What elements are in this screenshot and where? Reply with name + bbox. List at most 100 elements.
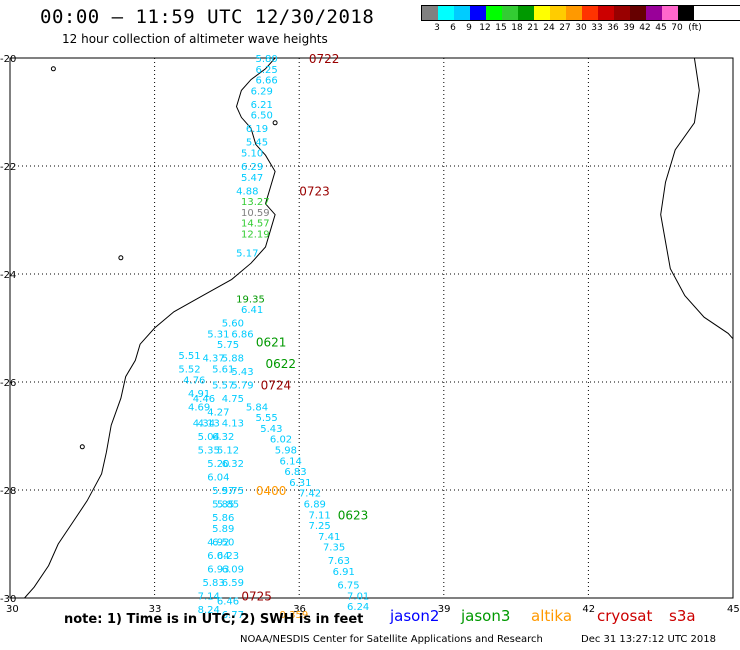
x-tick-label: 42 — [582, 604, 595, 615]
wave-height-label: 6.93 — [207, 564, 229, 575]
pass-time-label: 0723 — [299, 184, 330, 198]
colorbar-swatch — [662, 6, 678, 20]
wave-height-label: 6.77 — [222, 610, 244, 621]
page-title: 00:00 – 11:59 UTC 12/30/2018 — [40, 6, 375, 28]
wave-height-label: 4.76 — [183, 375, 205, 386]
africa-coastline — [24, 57, 276, 599]
pass-time-label: 0722 — [309, 52, 340, 66]
wave-height-label: 5.31 — [207, 329, 229, 340]
colorbar-swatch — [502, 6, 518, 20]
wave-height-label: 6.46 — [217, 597, 239, 608]
wave-height-label: 5.43 — [260, 424, 282, 435]
map-border — [9, 57, 734, 599]
wave-height-label: 8.24 — [198, 605, 220, 616]
colorbar-swatch — [630, 6, 646, 20]
wave-height-label: 6.09 — [222, 564, 244, 575]
timestamp-text: Dec 31 13:27:12 UTC 2018 — [581, 634, 716, 645]
colorbar-label: 6 — [450, 23, 456, 33]
colorbar-swatch — [646, 6, 662, 20]
wave-height-label: 5.57 — [212, 381, 234, 392]
wave-height-label: 19.35 — [236, 294, 265, 305]
wave-height-label: 5.35 — [198, 446, 220, 457]
colorbar-swatch — [438, 6, 454, 20]
wave-height-label: 5.84 — [246, 402, 268, 413]
island-outline — [118, 255, 124, 261]
island-outline — [79, 444, 85, 450]
wave-height-label: 7.35 — [323, 543, 345, 554]
wave-height-label: 5.83 — [202, 578, 224, 589]
colorbar: 3 6 9 12 15 18 21 24 27 30 33 36 39 42 45 70 (ft) — [421, 5, 740, 33]
wave-height-label: 5.75 — [217, 340, 239, 351]
credit-text: NOAA/NESDIS Center for Satellite Applica… — [240, 634, 543, 645]
legend-altika: altika — [531, 607, 573, 625]
colorbar-swatch — [678, 6, 694, 20]
x-tick-label: 39 — [438, 604, 451, 615]
y-tick-label: -28 — [0, 486, 16, 497]
colorbar-label: 15 — [495, 23, 507, 33]
wave-height-label: 5.88 — [222, 354, 244, 365]
wave-height-label: 5.98 — [275, 446, 297, 457]
wave-height-label: 14.57 — [241, 219, 270, 230]
wave-height-label: 4.37 — [202, 354, 224, 365]
wave-height-label: 4.13 — [198, 419, 220, 430]
wave-height-label: 12.19 — [241, 230, 270, 241]
wave-height-label: 5.20 — [207, 459, 229, 470]
wave-height-label: 6.24 — [347, 602, 369, 613]
wave-height-label: 4.46 — [193, 394, 215, 405]
wave-height-label: 5.89 — [212, 524, 234, 535]
wave-height-label: 7.25 — [308, 521, 330, 532]
wave-height-label: 5.04 — [198, 432, 220, 443]
y-tick-label: -26 — [0, 378, 16, 389]
wave-height-label: 6.59 — [222, 578, 244, 589]
colorbar-label: 30 — [575, 23, 587, 33]
wave-height-label: 5.12 — [217, 446, 239, 457]
wave-height-label: 0.359 — [280, 610, 309, 621]
colorbar-swatch — [582, 6, 598, 20]
wave-height-label: 7.11 — [308, 510, 330, 521]
wave-height-label: 6.89 — [304, 500, 326, 511]
wave-height-label: 6.32 — [212, 432, 234, 443]
legend-jason3: jason3 — [461, 607, 511, 625]
y-tick-label: -24 — [0, 270, 16, 281]
colorbar-label: 18 — [511, 23, 523, 33]
wave-height-label: 6.21 — [251, 100, 273, 111]
colorbar-swatch — [550, 6, 566, 20]
wave-height-label: 5.51 — [178, 351, 200, 362]
footer-note: note: 1) Time is in UTC; 2) SWH is in fe… — [64, 612, 364, 627]
colorbar-label: 9 — [466, 23, 472, 33]
x-tick-label: 45 — [727, 604, 740, 615]
wave-height-label: 6.32 — [222, 459, 244, 470]
y-tick-label: -30 — [0, 594, 16, 605]
wave-height-label: 5.52 — [178, 365, 200, 376]
wave-height-label: 7.01 — [347, 591, 369, 602]
colorbar-swatch — [518, 6, 534, 20]
wave-height-label: 5.97 — [212, 486, 234, 497]
wave-height-label: 6.50 — [212, 537, 234, 548]
pass-time-label: 0622 — [265, 357, 296, 371]
wave-height-label: 6.66 — [255, 76, 277, 87]
wave-height-label: 6.50 — [251, 111, 273, 122]
wave-height-label: 5.45 — [246, 138, 268, 149]
page-subtitle: 12 hour collection of altimeter wave hei… — [62, 32, 328, 46]
legend-s3a: s3a — [669, 607, 696, 625]
wave-height-label: 7.41 — [318, 532, 340, 543]
wave-height-label: 6.75 — [337, 581, 359, 592]
colorbar-label: 36 — [607, 23, 619, 33]
wave-height-label: 6.04 — [207, 473, 229, 484]
colorbar-swatch — [534, 6, 550, 20]
wave-height-label: 10.59 — [241, 208, 270, 219]
wave-height-label: 5.43 — [231, 367, 253, 378]
y-tick-label: -20 — [0, 54, 16, 65]
colorbar-label: 45 — [655, 23, 667, 33]
wave-height-label: 5.60 — [222, 319, 244, 330]
wave-height-label: 6.29 — [241, 162, 263, 173]
wave-height-label: 5.80 — [255, 54, 277, 65]
time-labels: 0722 0723 0621 0622 0724 0400 0623 0725 — [241, 52, 368, 603]
colorbar-label: 24 — [543, 23, 555, 33]
observations: 5.806.256.666.296.216.506.195.455.106.29… — [178, 54, 369, 621]
wave-height-label: 13.27 — [241, 197, 270, 208]
wave-height-label: 6.14 — [280, 456, 302, 467]
axis-ticks: 30 33 36 39 42 45 -20 -22 -24 -26 -28 -30 — [0, 54, 740, 615]
colorbar-swatches — [421, 5, 740, 21]
